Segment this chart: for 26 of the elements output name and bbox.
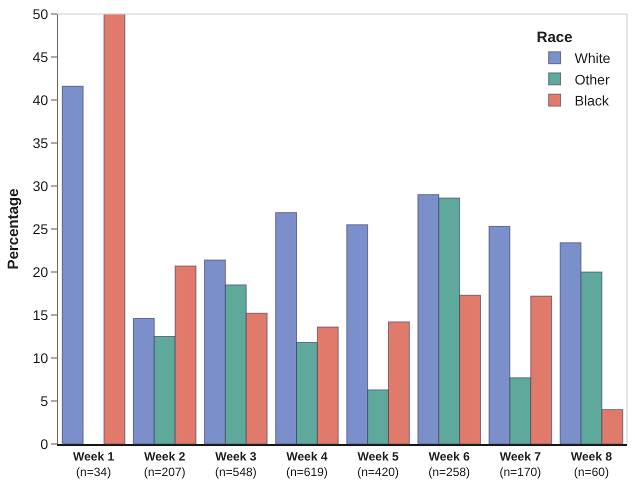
y-tick-label: 15	[32, 306, 48, 323]
x-tick-label: Week 6 (n=258)	[428, 449, 470, 479]
y-tick-label: 0	[40, 436, 48, 452]
bar	[62, 86, 84, 444]
x-tick-label: Week 1 (n=34)	[72, 449, 114, 479]
y-tick-label: 10	[32, 350, 48, 366]
x-tick-label: Week 2 (n=207)	[144, 449, 186, 479]
y-tick-label: 40	[32, 92, 48, 108]
y-tick-label: 35	[32, 134, 48, 151]
x-tick-label: Week 8 (n=60)	[570, 449, 612, 479]
y-tick-label: 30	[32, 178, 48, 194]
y-axis-title: Percentage	[5, 188, 22, 270]
legend-title: Race	[536, 29, 572, 46]
x-tick-label: Week 5 (n=420)	[357, 449, 399, 479]
y-tick-label: 20	[32, 264, 48, 280]
bar	[103, 14, 126, 444]
legend-label: Black	[574, 92, 610, 109]
y-tick-label: 25	[32, 220, 48, 237]
x-tick-label: Week 3 (n=548)	[214, 449, 257, 479]
y-tick-label: 50	[32, 6, 48, 22]
y-tick-label: 5	[40, 392, 48, 409]
y-tick-label: 45	[32, 48, 48, 65]
x-tick-label: Week 7 (n=170)	[499, 449, 542, 479]
legend-label: Other	[574, 71, 610, 88]
x-tick-label: Week 4 (n=619)	[286, 449, 328, 479]
legend-label: White	[574, 50, 611, 66]
